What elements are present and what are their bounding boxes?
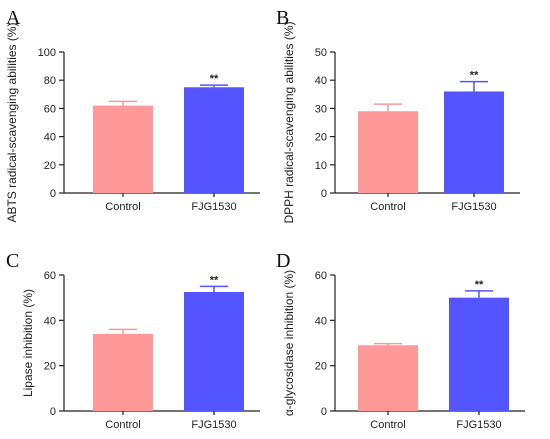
significance-label-b: ** (470, 70, 479, 82)
y-axis-label-c: Lipase inhibition (%) (21, 289, 35, 397)
y-tick-label-a: 100 (38, 47, 56, 59)
significance-label-c: ** (210, 274, 219, 286)
x-tick-label-a: Control (105, 201, 140, 213)
y-tick-label-c: 40 (44, 315, 56, 327)
y-tick-label-d: 20 (315, 361, 327, 373)
bar-c-fjg1530 (184, 292, 244, 411)
significance-label-a: ** (210, 73, 219, 85)
y-tick-label-a: 20 (44, 160, 56, 172)
x-tick-label-a: FJG1530 (191, 201, 236, 213)
y-tick-label-b: 10 (315, 160, 327, 172)
y-tick-label-d: 40 (315, 315, 327, 327)
y-tick-label-b: 50 (315, 47, 327, 59)
x-tick-label-d: FJG1530 (456, 419, 501, 431)
y-axis-label-b: DPPH radical-scavenging abilities (%) (282, 21, 296, 223)
panel-letter-c: C (6, 250, 19, 272)
bar-a-fjg1530 (184, 87, 244, 193)
y-tick-label-a: 0 (50, 188, 56, 200)
panel-letter-a: A (6, 7, 21, 29)
x-tick-label-b: FJG1530 (451, 201, 496, 213)
y-tick-label-c: 0 (50, 406, 56, 418)
x-tick-label-b: Control (370, 201, 405, 213)
bar-a-control (93, 105, 153, 193)
y-tick-label-b: 0 (321, 188, 327, 200)
y-axis-label-a: ABTS radical-scavenging abilities (%) (5, 22, 19, 222)
y-tick-label-b: 30 (315, 103, 327, 115)
y-tick-label-d: 60 (315, 270, 327, 282)
y-tick-label-a: 60 (44, 103, 56, 115)
bar-c-control (93, 333, 153, 411)
y-tick-label-b: 40 (315, 75, 327, 87)
bar-d-fjg1530 (449, 297, 509, 411)
y-tick-label-d: 0 (321, 406, 327, 418)
y-tick-label-c: 60 (44, 270, 56, 282)
x-tick-label-c: FJG1530 (191, 419, 236, 431)
y-tick-label-b: 20 (315, 132, 327, 144)
bar-b-control (358, 111, 418, 193)
y-axis-label-d: α-glycosidase inhibition (%) (282, 270, 296, 416)
x-tick-label-d: Control (370, 419, 405, 431)
panel-letter-d: D (276, 250, 290, 272)
significance-label-d: ** (475, 279, 484, 291)
panel-letter-b: B (276, 7, 289, 29)
bar-b-fjg1530 (444, 91, 504, 193)
bar-d-control (358, 345, 418, 411)
y-tick-label-a: 80 (44, 75, 56, 87)
y-tick-label-a: 40 (44, 132, 56, 144)
y-tick-label-c: 20 (44, 361, 56, 373)
x-tick-label-c: Control (105, 419, 140, 431)
